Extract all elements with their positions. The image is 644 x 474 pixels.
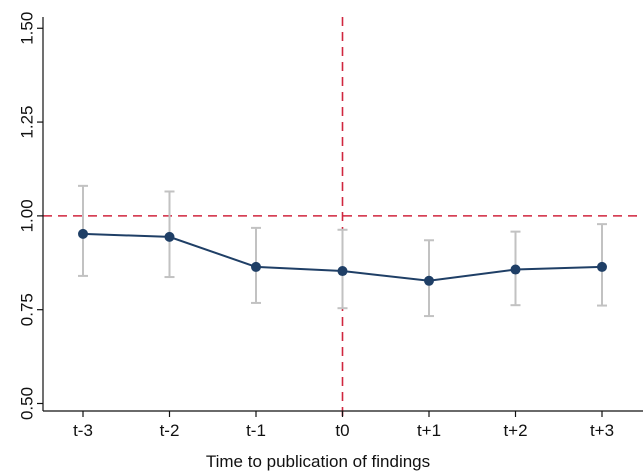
x-tick-label: t-1 — [246, 421, 266, 440]
y-tick-label: 1.00 — [18, 199, 37, 232]
y-tick-label: 1.25 — [18, 106, 37, 139]
x-tick-label: t-2 — [160, 421, 180, 440]
data-point — [597, 261, 607, 272]
data-point — [337, 266, 348, 277]
x-axis-title: Time to publication of findings — [206, 452, 430, 471]
reference-lines — [43, 17, 643, 419]
x-tick-label: t+1 — [417, 421, 441, 440]
data-point — [251, 261, 261, 272]
y-tick-label: 0.50 — [18, 387, 37, 420]
y-tick-label: 1.50 — [18, 12, 37, 45]
data-points — [78, 228, 607, 286]
x-tick-label: t0 — [335, 421, 349, 440]
y-tick-label: 0.75 — [18, 293, 37, 326]
x-ticks: t-3 t-2 t-1 t0 t+1 t+2 t+3 — [73, 411, 614, 440]
data-point — [78, 228, 88, 239]
y-ticks: 0.50 0.75 1.00 1.25 1.50 — [18, 12, 43, 420]
data-point — [510, 264, 521, 275]
x-tick-label: t+2 — [503, 421, 527, 440]
data-point — [424, 275, 434, 286]
x-tick-label: t+3 — [590, 421, 614, 440]
x-tick-label: t-3 — [73, 421, 93, 440]
data-point — [164, 231, 175, 242]
